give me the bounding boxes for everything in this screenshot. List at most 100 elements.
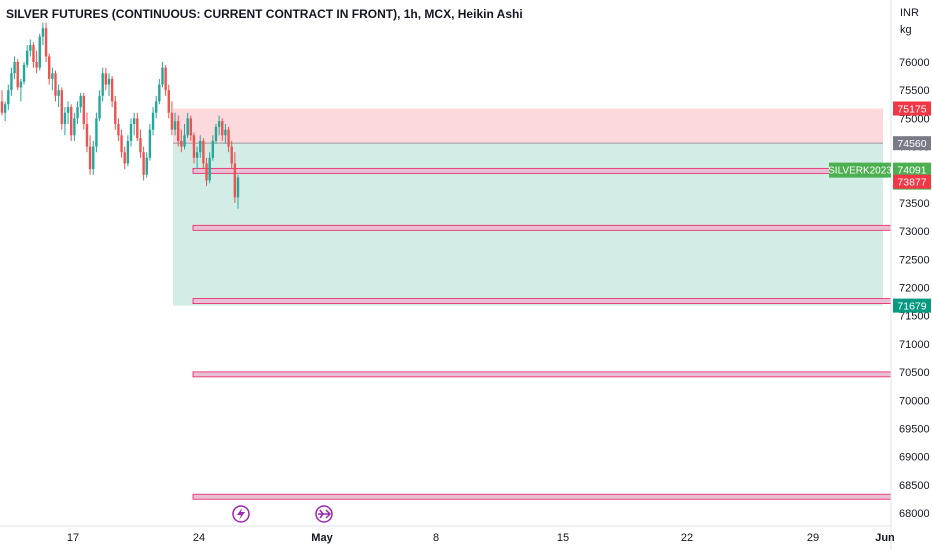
candle: [54, 70, 57, 102]
svg-text:73877: 73877: [897, 177, 926, 189]
time-tick-label: 17: [67, 532, 79, 544]
candle: [10, 67, 13, 96]
candle: [126, 135, 130, 167]
price-tick-label: 73000: [899, 226, 930, 238]
candle: [145, 152, 148, 178]
candle: [107, 73, 111, 96]
candle: [110, 76, 114, 108]
price-tick-label: 76000: [899, 57, 930, 69]
candle: [57, 84, 60, 108]
candle: [76, 101, 79, 125]
price-tick-label: 68000: [899, 508, 930, 520]
candle: [29, 39, 32, 57]
stop-level-badge[interactable]: 73877: [893, 174, 931, 189]
time-tick-label: 8: [433, 532, 439, 544]
candle: [224, 124, 227, 144]
unit-label[interactable]: kg: [900, 24, 912, 36]
candle: [32, 42, 35, 68]
candle: [199, 135, 202, 158]
candle: [16, 59, 19, 91]
candle: [183, 124, 186, 150]
dividend-icon[interactable]: [315, 505, 333, 523]
candle: [161, 62, 164, 88]
price-tick-label: 72000: [899, 283, 930, 295]
candle: [221, 118, 224, 141]
level-box[interactable]: [192, 224, 892, 231]
candle: [132, 112, 136, 136]
price-tick-label: 75500: [899, 85, 930, 97]
price-tick-label: 69500: [899, 423, 930, 435]
candle: [44, 22, 48, 62]
candle: [167, 84, 170, 119]
candle: [79, 93, 82, 113]
candle: [48, 53, 51, 85]
price-tick-label: 75000: [899, 113, 930, 125]
chart-title[interactable]: SILVER FUTURES (CONTINUOUS: CURRENT CONT…: [6, 7, 523, 21]
reward-zone[interactable]: [173, 143, 883, 306]
candle: [120, 129, 123, 158]
entry-level-badge[interactable]: 74560: [893, 136, 931, 151]
level-box[interactable]: [192, 298, 892, 304]
horizontal-levels: [192, 167, 892, 500]
price-axis-ticks[interactable]: 7600075500750007450074000735007300072500…: [899, 57, 930, 520]
candle: [173, 112, 177, 136]
candle: [208, 152, 211, 184]
candle: [227, 126, 230, 153]
time-tick-label: Jun: [875, 532, 895, 544]
risk-zone[interactable]: [173, 108, 883, 144]
candle: [177, 115, 180, 147]
candle: [117, 118, 120, 141]
candle: [195, 146, 199, 170]
candle: [164, 64, 167, 96]
candle: [211, 135, 215, 161]
time-axis-labels[interactable]: 17 24 May 8 15 22 29 Jun: [67, 532, 895, 544]
profit-level-badge[interactable]: 71679: [893, 298, 931, 313]
price-tick-label: 69000: [899, 452, 930, 464]
price-tick-label: 70500: [899, 367, 930, 379]
candle: [63, 107, 67, 136]
symbol-tag-background: [829, 162, 891, 178]
candle: [214, 124, 218, 144]
candle: [123, 146, 126, 170]
candle: [114, 95, 117, 130]
candle: [101, 67, 104, 102]
time-tick-label: 24: [193, 532, 205, 544]
candle: [60, 87, 63, 130]
symbol-tag-label: SILVERK2023: [828, 166, 892, 177]
candle: [139, 129, 142, 158]
target-level-badge[interactable]: 75175: [893, 101, 931, 116]
svg-text:74560: 74560: [897, 138, 926, 150]
price-tick-label: 70000: [899, 395, 930, 407]
price-tick-label: 71500: [899, 311, 930, 323]
time-tick-label: 29: [807, 532, 819, 544]
candle: [136, 112, 139, 141]
level-box[interactable]: [192, 493, 892, 500]
candle: [0, 90, 4, 116]
candle: [230, 140, 233, 170]
candle: [189, 115, 192, 141]
candle: [3, 101, 7, 122]
svg-text:75175: 75175: [897, 104, 926, 116]
lightning-icon[interactable]: [232, 505, 250, 523]
candle: [158, 78, 161, 105]
candle: [148, 124, 152, 161]
candle: [38, 33, 41, 71]
candle: [73, 112, 76, 141]
candle: [151, 107, 155, 136]
candle: [142, 146, 145, 181]
candle: [186, 112, 189, 139]
candle: [7, 84, 10, 110]
level-box[interactable]: [192, 371, 892, 378]
last-price-badge[interactable]: 74091: [893, 162, 931, 177]
level-box[interactable]: [192, 167, 892, 174]
candle: [95, 112, 98, 153]
candle: [88, 135, 92, 175]
currency-label[interactable]: INR: [900, 7, 919, 19]
candle: [129, 118, 133, 147]
candle: [66, 101, 70, 125]
price-badges: 75175745607409130:467387771679: [893, 101, 931, 313]
candle: [51, 67, 54, 91]
symbol-tag[interactable]: SILVERK2023: [828, 162, 892, 178]
